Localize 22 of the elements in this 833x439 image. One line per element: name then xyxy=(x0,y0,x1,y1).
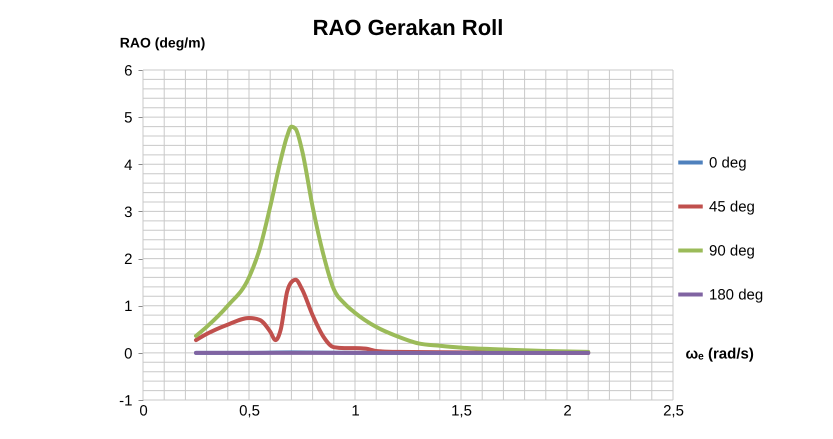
legend-label: 45 deg xyxy=(709,198,755,216)
y-tick-label: 5 xyxy=(124,110,132,127)
x-tick-label: 2 xyxy=(563,402,572,420)
y-tick-label: 3 xyxy=(124,204,132,221)
y-tick-label: -1 xyxy=(119,392,132,410)
legend-label: 0 deg xyxy=(709,154,747,172)
x-tick-label: 1 xyxy=(351,402,360,420)
x-tick-label: 0 xyxy=(139,402,148,420)
y-tick-label: 6 xyxy=(124,62,132,80)
legend-label: 180 deg xyxy=(709,286,764,304)
y-tick-label: 0 xyxy=(124,345,132,362)
y-tick-label: 2 xyxy=(124,251,132,268)
x-tick-label: 0,5 xyxy=(239,402,260,420)
y-axis-title: RAO (deg/m) xyxy=(120,34,206,50)
line-series xyxy=(194,124,590,354)
x-axis-title: ωₑ (rad/s) xyxy=(686,345,754,362)
x-tick-label: 1,5 xyxy=(451,402,472,420)
y-tick-label: 4 xyxy=(124,156,132,174)
y-tick-label: 1 xyxy=(124,298,132,316)
legend-label: 90 deg xyxy=(709,242,755,260)
chart-title: RAO Gerakan Roll xyxy=(312,15,504,40)
x-tick-label: 2,5 xyxy=(663,402,684,420)
